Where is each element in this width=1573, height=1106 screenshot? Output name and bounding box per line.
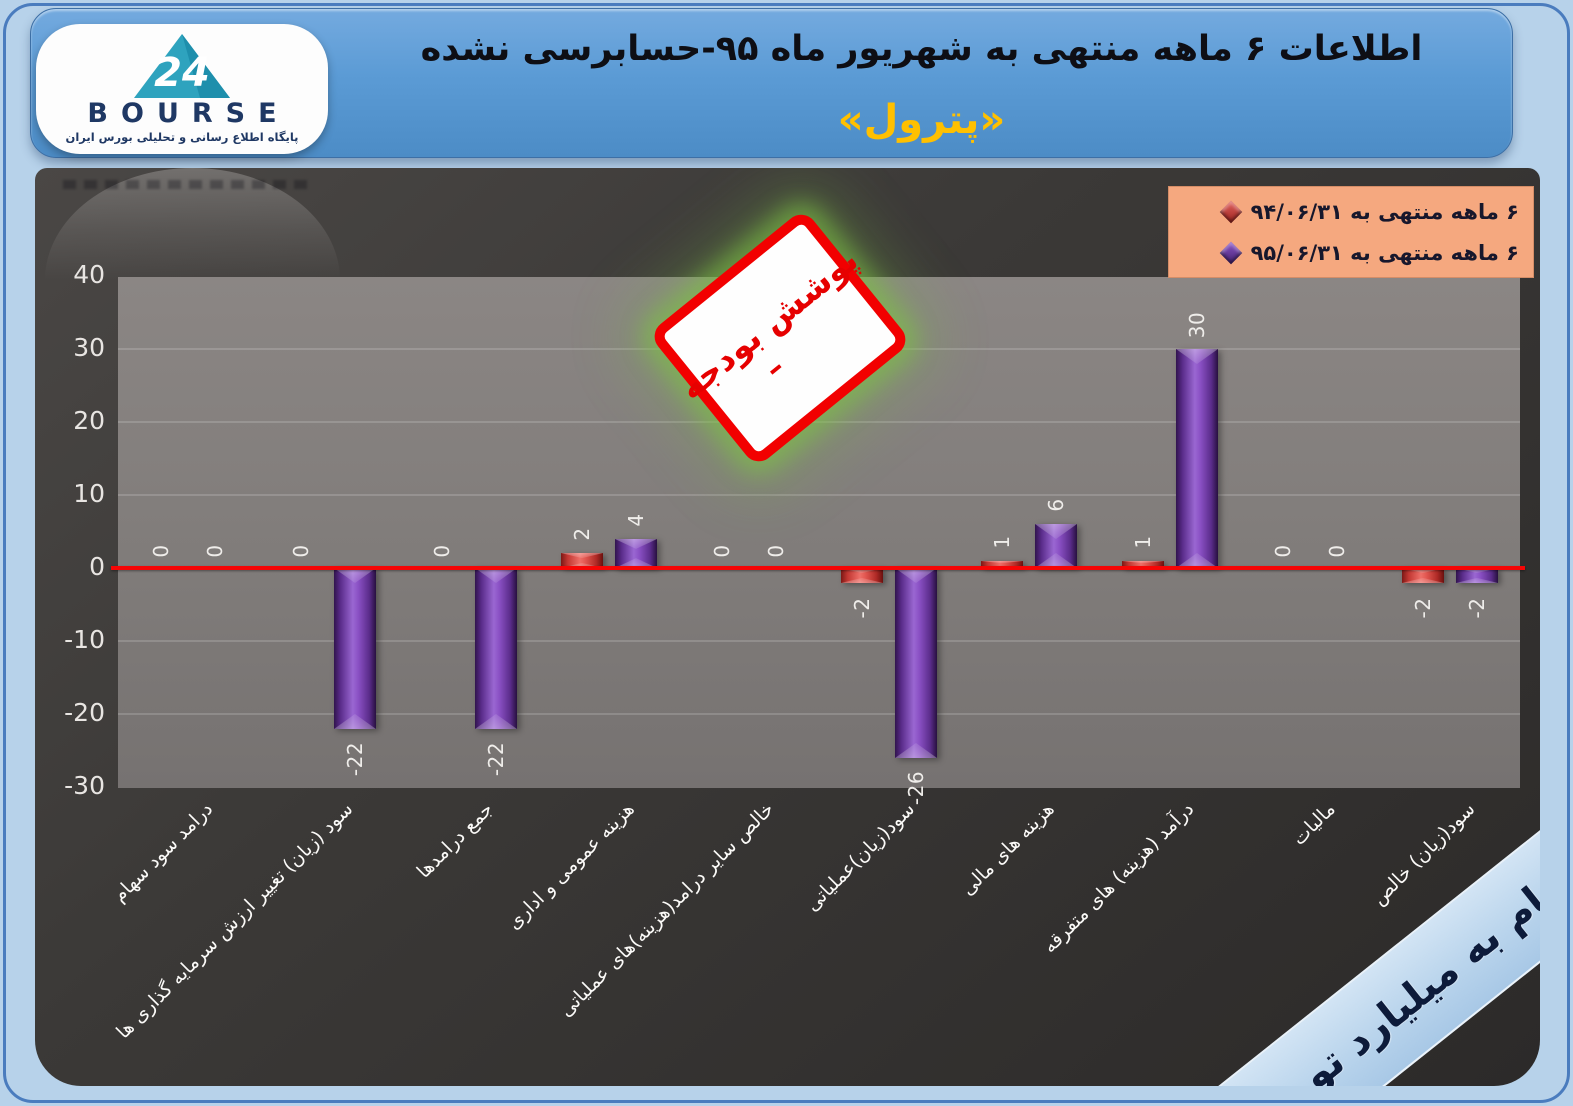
legend-item-94: ۶ ماهه منتهی به ۹۴/۰۶/۳۱ bbox=[1183, 200, 1519, 224]
value-label: -22 bbox=[343, 741, 367, 777]
value-label: -22 bbox=[484, 741, 508, 777]
value-label: 0 bbox=[149, 544, 173, 558]
chart-legend: ۶ ماهه منتهی به ۹۴/۰۶/۳۱ ۶ ماهه منتهی به… bbox=[1168, 186, 1534, 278]
value-label: 2 bbox=[570, 527, 594, 541]
y-axis-tick-label: 0 bbox=[89, 552, 105, 581]
bar-period-95 bbox=[1035, 524, 1077, 568]
bar-period-95 bbox=[334, 568, 376, 729]
y-axis-tick-label: -20 bbox=[64, 698, 105, 727]
y-axis-tick-label: 20 bbox=[73, 406, 105, 435]
value-label: 0 bbox=[1325, 544, 1349, 558]
value-label: -2 bbox=[1465, 597, 1489, 619]
y-axis-tick-label: 30 bbox=[73, 333, 105, 362]
value-label: 0 bbox=[203, 544, 227, 558]
bar-period-95 bbox=[615, 539, 657, 568]
bourse24-logo: 24 BOURSE پایگاه اطلاع رسانی و تحلیلی بو… bbox=[36, 24, 328, 154]
bar-period-95 bbox=[1456, 568, 1498, 583]
value-label: 0 bbox=[289, 544, 313, 558]
category-label: هزینه عمومی و اداری bbox=[502, 798, 639, 934]
y-axis-tick-label: -10 bbox=[64, 625, 105, 654]
value-label: 6 bbox=[1044, 498, 1068, 512]
value-label: -2 bbox=[850, 597, 874, 619]
ghost-watermark bbox=[45, 168, 340, 280]
legend-marker-red-diamond-icon bbox=[1219, 200, 1242, 223]
value-label: 0 bbox=[430, 544, 454, 558]
stamp-text: پوشش بودجه bbox=[671, 240, 866, 408]
value-label: 1 bbox=[990, 535, 1014, 549]
legend-label-95: ۶ ماهه منتهی به ۹۵/۰۶/۳۱ bbox=[1250, 240, 1519, 265]
value-label: 0 bbox=[710, 544, 734, 558]
category-label: هزینه های مالی bbox=[956, 798, 1059, 900]
category-label: سود(زیان)عملیاتی bbox=[800, 798, 919, 916]
bar-period-95 bbox=[1176, 349, 1218, 568]
legend-marker-purple-diamond-icon bbox=[1219, 241, 1242, 264]
y-axis-tick-label: 40 bbox=[73, 260, 105, 289]
ghost-watermark-text bbox=[63, 180, 313, 189]
gridline bbox=[118, 421, 1520, 423]
gridline bbox=[118, 494, 1520, 496]
stamp-dash: – bbox=[758, 350, 792, 387]
category-label: درآمد (هزینه) های متفرقه bbox=[1038, 798, 1199, 958]
value-label: 1 bbox=[1131, 535, 1155, 549]
gridline bbox=[118, 713, 1520, 715]
value-label: -2 bbox=[1411, 597, 1435, 619]
page-title: اطلاعات ۶ ماهه منتهی به شهریور ماه ۹۵-حس… bbox=[420, 29, 1423, 69]
legend-item-95: ۶ ماهه منتهی به ۹۵/۰۶/۳۱ bbox=[1183, 241, 1519, 265]
category-label: درامد سود سهام bbox=[108, 798, 218, 907]
bar-period-95 bbox=[895, 568, 937, 758]
category-label: جمع درامدها bbox=[412, 798, 498, 883]
bourse24-triangle-icon: 24 bbox=[134, 34, 230, 98]
logo-tagline: پایگاه اطلاع رسانی و تحلیلی بورس ایران bbox=[65, 130, 299, 144]
bar-period-94 bbox=[841, 568, 883, 583]
y-axis-tick-label: 10 bbox=[73, 479, 105, 508]
bar-period-94 bbox=[561, 553, 603, 568]
y-axis-tick-label: -30 bbox=[64, 771, 105, 800]
bar-period-95 bbox=[475, 568, 517, 729]
category-label: سود (زیان) تغییر ارزش سرمایه گذاری ها bbox=[112, 798, 358, 1044]
legend-label-94: ۶ ماهه منتهی به ۹۴/۰۶/۳۱ bbox=[1250, 199, 1519, 224]
value-label: 30 bbox=[1185, 311, 1209, 339]
chart-area: ۶ ماهه منتهی به ۹۴/۰۶/۳۱ ۶ ماهه منتهی به… bbox=[35, 168, 1540, 1086]
category-label: مالیات bbox=[1287, 798, 1340, 850]
gridline bbox=[118, 640, 1520, 642]
bar-period-94 bbox=[1402, 568, 1444, 583]
logo-brand-text: BOURSE bbox=[87, 98, 290, 129]
logo-number: 24 bbox=[154, 50, 210, 96]
bar-period-94 bbox=[981, 561, 1023, 568]
value-label: 0 bbox=[1271, 544, 1295, 558]
value-label: 4 bbox=[624, 513, 648, 527]
zero-axis-line bbox=[111, 566, 1525, 570]
bar-period-94 bbox=[1122, 561, 1164, 568]
page-subtitle: «پترول» bbox=[837, 97, 1006, 143]
value-label: -26 bbox=[904, 770, 928, 806]
value-label: 0 bbox=[764, 544, 788, 558]
